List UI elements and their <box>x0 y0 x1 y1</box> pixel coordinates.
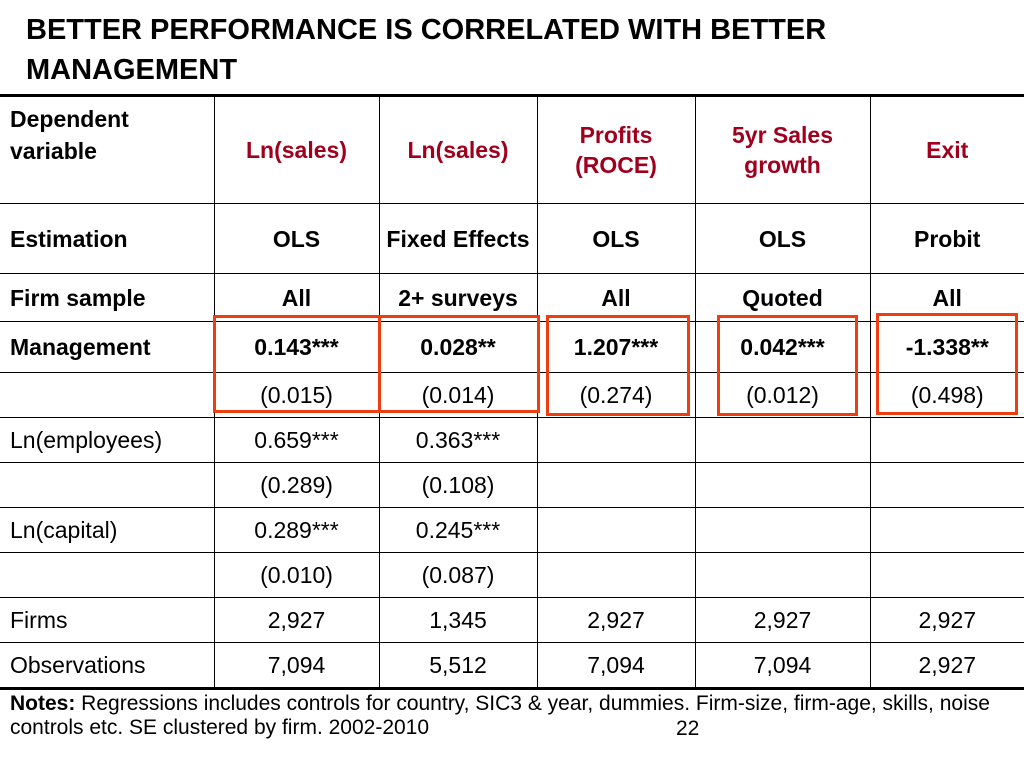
table-cell: -1.338** <box>869 321 1024 373</box>
table-cell <box>536 507 696 553</box>
table-cell: Probit <box>869 203 1024 274</box>
table-cell <box>869 462 1024 508</box>
column-header: Exit <box>869 95 1024 204</box>
notes-label: Notes: <box>10 692 76 715</box>
table-cell: OLS <box>694 203 871 274</box>
table-cell: 0.363*** <box>378 417 538 463</box>
row-label: Ln(capital) <box>0 507 215 553</box>
table-row: Management 0.143*** 0.028** 1.207*** 0.042**… <box>0 321 1024 373</box>
regression-table: Dependent variable Ln(sales) Ln(sales) P… <box>0 94 1024 690</box>
table-cell: (0.010) <box>213 552 380 598</box>
table-cell: 7,094 <box>694 642 871 689</box>
table-row: Firms 2,927 1,345 2,927 2,927 2,927 <box>0 597 1024 643</box>
table-cell: (0.108) <box>378 462 538 508</box>
table-row: Ln(employees) 0.659*** 0.363*** <box>0 417 1024 463</box>
notes-text: Regressions includes controls for countr… <box>10 692 990 739</box>
table-cell <box>869 507 1024 553</box>
table-cell <box>536 552 696 598</box>
table-row: (0.010) (0.087) <box>0 552 1024 598</box>
table-cell: 5,512 <box>378 642 538 689</box>
highlight-box <box>213 315 381 413</box>
table-row: Firm sample All 2+ surveys All Quoted All <box>0 273 1024 322</box>
table-cell: 2,927 <box>869 597 1024 643</box>
table-cell: 2,927 <box>694 597 871 643</box>
table-cell: Fixed Effects <box>378 203 538 274</box>
table-cell <box>694 417 871 463</box>
table-cell <box>869 552 1024 598</box>
table-cell: (0.289) <box>213 462 380 508</box>
table-row: Ln(capital) 0.289*** 0.245*** <box>0 507 1024 553</box>
table-cell: OLS <box>213 203 380 274</box>
table-cell: 0.245*** <box>378 507 538 553</box>
highlight-box <box>717 315 858 416</box>
table-cell <box>536 462 696 508</box>
highlight-box <box>876 313 1018 415</box>
column-header: Ln(sales) <box>213 95 380 204</box>
row-label <box>0 372 215 418</box>
table-cell: 0.289*** <box>213 507 380 553</box>
row-label: Firm sample <box>0 273 215 322</box>
table-cell <box>869 417 1024 463</box>
row-label: Firms <box>0 597 215 643</box>
row-label: Observations <box>0 642 215 689</box>
table-cell: (0.087) <box>378 552 538 598</box>
table-cell <box>694 552 871 598</box>
table-row: Observations 7,094 5,512 7,094 7,094 2,927 <box>0 642 1024 689</box>
table-cell: 7,094 <box>213 642 380 689</box>
row-label <box>0 462 215 508</box>
table-body: Estimation OLS Fixed Effects OLS OLS Probit Fi… <box>0 203 1024 689</box>
row-label: Management <box>0 321 215 373</box>
table-cell: (0.012) <box>694 372 871 418</box>
row-label: Estimation <box>0 203 215 274</box>
highlight-box <box>378 315 540 413</box>
table-cell: OLS <box>536 203 696 274</box>
slide-title: BETTER PERFORMANCE IS CORRELATED WITH BE… <box>26 14 827 86</box>
column-header: 5yr Sales growth <box>694 95 871 204</box>
row-label: Ln(employees) <box>0 417 215 463</box>
table-cell: 0.028** <box>378 321 538 373</box>
dependent-variable-label: Dependent variable <box>0 95 215 204</box>
table-cell <box>694 507 871 553</box>
table-cell: 2,927 <box>536 597 696 643</box>
table-cell: All <box>536 273 696 322</box>
table-cell: 2,927 <box>869 642 1024 689</box>
table-cell: 2,927 <box>213 597 380 643</box>
column-header: Ln(sales) <box>378 95 538 204</box>
highlight-box <box>546 315 690 416</box>
notes: Notes: Regressions includes controls for… <box>10 692 1010 740</box>
table-cell: 2+ surveys <box>378 273 538 322</box>
table-row: Estimation OLS Fixed Effects OLS OLS Probit <box>0 203 1024 274</box>
table-cell: 7,094 <box>536 642 696 689</box>
table-row: (0.289) (0.108) <box>0 462 1024 508</box>
table-cell: 0.659*** <box>213 417 380 463</box>
table-cell: 1.207*** <box>536 321 696 373</box>
table-cell <box>536 417 696 463</box>
column-header: Profits (ROCE) <box>536 95 696 204</box>
table-header-row: Dependent variable Ln(sales) Ln(sales) P… <box>0 95 1024 204</box>
table-cell: 1,345 <box>378 597 538 643</box>
row-label <box>0 552 215 598</box>
table-cell <box>694 462 871 508</box>
page-number: 22 <box>676 717 700 740</box>
table-cell: Quoted <box>694 273 871 322</box>
